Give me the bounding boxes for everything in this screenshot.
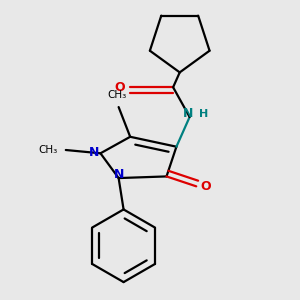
Text: O: O — [114, 81, 125, 94]
Text: N: N — [114, 168, 124, 181]
Text: CH₃: CH₃ — [38, 145, 58, 155]
Text: O: O — [201, 180, 212, 193]
Text: N: N — [183, 107, 193, 120]
Text: N: N — [89, 146, 99, 159]
Text: CH₃: CH₃ — [107, 90, 127, 100]
Text: H: H — [199, 109, 208, 119]
